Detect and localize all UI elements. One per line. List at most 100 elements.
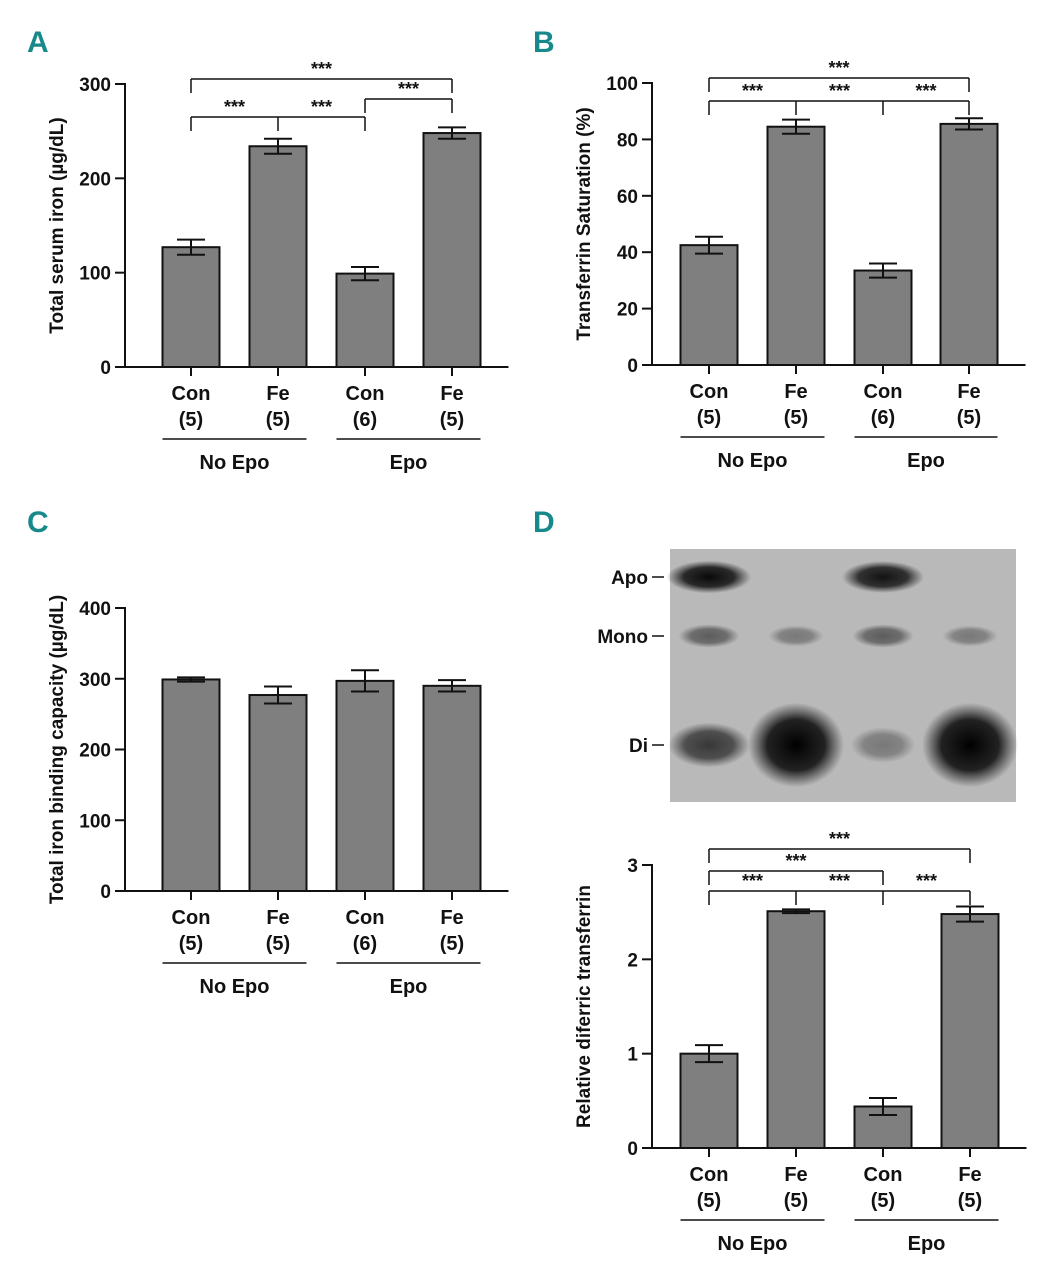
group-label: Epo [390, 452, 428, 474]
y-tick-label: 0 [627, 356, 638, 377]
panel-b: B 0 20 40 60 80 100 Transferrin Saturation (%) C… [533, 26, 1026, 472]
significance-stars: *** [224, 97, 245, 117]
panel-letter: B [533, 26, 555, 59]
group-label: No Epo [718, 450, 788, 472]
category-n: (5) [179, 409, 203, 431]
bar [766, 125, 826, 366]
group-label: Epo [390, 976, 428, 998]
y-tick-label: 100 [79, 264, 111, 285]
y-tick-label: 100 [606, 74, 638, 95]
category-n: (5) [266, 409, 290, 431]
bar [766, 910, 826, 1149]
category-n: (5) [266, 933, 290, 955]
y-axis-label: Total iron binding capacity (µg/dL) [47, 595, 68, 904]
blot-band [768, 625, 824, 647]
category-label: Fe [266, 907, 289, 929]
band-label-di: Di [629, 736, 648, 757]
panel-c: C 0 100 200 300 400 Total iron binding capacit… [27, 506, 509, 998]
significance-stars: *** [742, 81, 763, 101]
band-label-mono: Mono [597, 627, 648, 648]
category-n: (5) [871, 1190, 895, 1212]
significance-stars: *** [829, 871, 850, 891]
y-tick-label: 3 [627, 856, 638, 877]
category-n: (5) [697, 1190, 721, 1212]
significance-stars: *** [916, 871, 937, 891]
significance-stars: *** [742, 871, 763, 891]
y-axis-label: Total serum iron (µg/dL) [47, 117, 68, 333]
bar [248, 145, 308, 368]
category-n: (5) [957, 407, 981, 429]
category-n: (5) [784, 1190, 808, 1212]
category-n: (6) [353, 933, 377, 955]
significance-stars: *** [785, 851, 806, 871]
category-n: (5) [179, 933, 203, 955]
bar [939, 122, 999, 366]
panel-letter: D [533, 506, 555, 539]
category-n: (5) [440, 409, 464, 431]
band-label-apo: Apo [611, 568, 648, 589]
bar [422, 684, 482, 893]
category-n: (5) [697, 407, 721, 429]
y-tick-label: 60 [617, 187, 638, 208]
blot-band [748, 702, 844, 788]
y-tick-label: 0 [100, 882, 111, 903]
category-label: Con [690, 381, 729, 403]
category-label: Con [346, 383, 385, 405]
category-label: Con [172, 907, 211, 929]
bar [679, 244, 739, 366]
significance-stars: *** [398, 79, 419, 99]
category-label: Con [346, 907, 385, 929]
category-label: Fe [957, 381, 980, 403]
blot-band [841, 561, 925, 593]
group-label: Epo [907, 450, 945, 472]
y-tick-label: 0 [627, 1139, 638, 1160]
significance-stars: *** [311, 59, 332, 79]
category-label: Con [864, 381, 903, 403]
y-tick-label: 200 [79, 741, 111, 762]
category-label: Con [172, 383, 211, 405]
category-n: (5) [784, 407, 808, 429]
category-n: (6) [353, 409, 377, 431]
blot-band [666, 560, 752, 594]
category-label: Fe [784, 381, 807, 403]
y-tick-label: 0 [100, 358, 111, 379]
group-label: No Epo [718, 1233, 788, 1255]
y-tick-label: 20 [617, 300, 638, 321]
blot-band [850, 727, 916, 763]
y-tick-label: 400 [79, 599, 111, 620]
blot-band [852, 624, 914, 648]
bar [161, 246, 221, 369]
y-axis-label: Transferrin Saturation (%) [574, 107, 595, 340]
y-axis-label: Relative diferric transferrin [574, 885, 595, 1128]
y-tick-label: 300 [79, 670, 111, 691]
blot-band [922, 702, 1018, 788]
category-label: Con [864, 1164, 903, 1186]
bar [422, 132, 482, 368]
group-label: No Epo [200, 452, 270, 474]
bar [940, 913, 1000, 1150]
y-tick-label: 40 [617, 243, 638, 264]
group-label: Epo [908, 1233, 946, 1255]
bar [248, 694, 308, 893]
blot-band [668, 722, 750, 768]
panel-a: A 0 100 200 300 Total serum iron (µg/dL) Con (5… [27, 26, 509, 474]
significance-stars: *** [311, 97, 332, 117]
panel-d: D 0 1 2 3 Relative diferric transferrin Con (5)… [533, 506, 1027, 1255]
panel-letter: C [27, 506, 49, 539]
category-label: Fe [440, 907, 463, 929]
bar [161, 678, 221, 893]
category-n: (6) [871, 407, 895, 429]
y-tick-label: 100 [79, 811, 111, 832]
blot-band [942, 625, 998, 647]
significance-stars: *** [915, 81, 936, 101]
blot-band [678, 624, 740, 648]
y-tick-label: 2 [627, 950, 638, 971]
y-tick-label: 80 [617, 130, 638, 151]
western-blot: Apo Mono Di [597, 549, 1018, 802]
significance-stars: *** [829, 829, 850, 849]
y-tick-label: 1 [627, 1045, 638, 1066]
category-label: Fe [440, 383, 463, 405]
group-label: No Epo [200, 976, 270, 998]
y-tick-label: 300 [79, 75, 111, 96]
